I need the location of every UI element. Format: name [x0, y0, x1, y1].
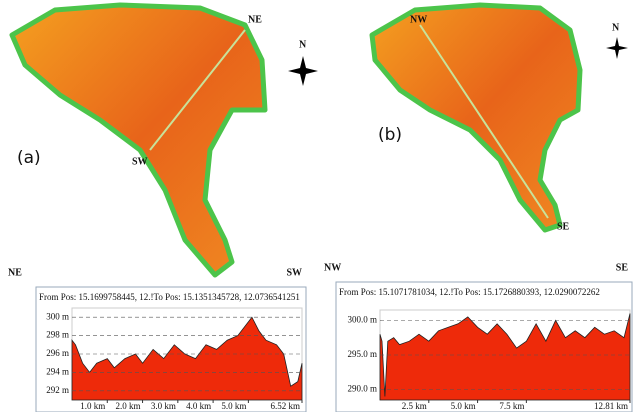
x-tick-label: 3.0 km: [151, 401, 176, 411]
end-label: SW: [286, 267, 302, 278]
end-label: NE: [248, 14, 262, 25]
end-label: SW: [132, 156, 148, 167]
x-tick-label: 2.0 km: [116, 401, 141, 411]
north-label: N: [299, 39, 307, 50]
y-tick-label: 292 m: [46, 385, 69, 395]
map-a: NE SW (a) N: [9, 2, 318, 278]
y-tick-label: 296 m: [46, 348, 69, 358]
x-tick-label: 4.0 km: [186, 401, 211, 411]
end-label: SE: [616, 262, 629, 273]
panel-label: (a): [17, 148, 41, 168]
north-arrow: [606, 37, 628, 59]
north-label: N: [612, 22, 620, 33]
profile-chart: NW SE From Pos: 15.1071781034, 12.!To Pos:…: [324, 262, 633, 412]
end-label: NW: [410, 14, 427, 25]
x-tick-label: 5.0 km: [451, 401, 476, 411]
end-label: NW: [324, 262, 341, 273]
y-tick-label: 298 m: [46, 330, 69, 340]
x-tick-label: 6.52 km: [270, 401, 300, 411]
profile-chart: NE SW From Pos: 15.1699758445, 12.!To Pos:…: [8, 267, 307, 412]
panel-label: (b): [378, 125, 402, 145]
x-tick-label: 1.0 km: [80, 401, 105, 411]
north-arrow: [288, 56, 318, 86]
elevation-area: [71, 316, 303, 401]
x-tick-label: 12.81 km: [594, 401, 628, 411]
terrain: [369, 2, 583, 233]
x-tick-label: 2.5 km: [402, 401, 427, 411]
x-tick-label: 7.5 km: [499, 401, 524, 411]
elevation-area: [379, 313, 631, 401]
chart-title: From Pos: 15.1699758445, 12.!To Pos: 15.…: [39, 292, 300, 302]
profile-line: [419, 24, 549, 219]
y-tick-label: 294 m: [46, 366, 69, 376]
terrain: [9, 2, 268, 278]
profile-line: [149, 29, 246, 151]
y-tick-label: 300 m: [46, 311, 69, 321]
x-tick-label: 5.0 km: [221, 401, 246, 411]
y-tick-label: 295.0 m: [347, 349, 377, 359]
y-tick-label: 300.0 m: [347, 314, 377, 324]
map-b: NW SE (b) N: [369, 2, 628, 233]
end-label: NE: [8, 267, 22, 278]
y-tick-label: 290.0 m: [347, 384, 377, 394]
chart-title: From Pos: 15.1071781034, 12.!To Pos: 15.…: [339, 287, 600, 297]
end-label: SE: [557, 221, 570, 232]
